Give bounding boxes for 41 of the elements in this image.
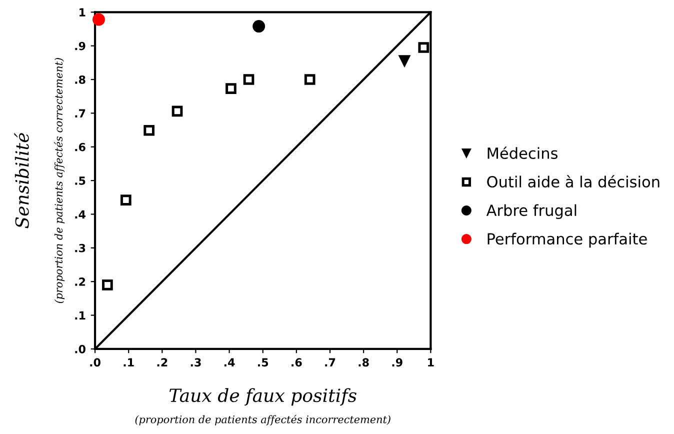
y-tick-label: .1 (75, 311, 86, 320)
y-tick-label: .0 (75, 344, 86, 354)
legend-label: Outil aide à la décision (487, 175, 660, 188)
legend-label: Médecins (488, 146, 558, 160)
text: (proportion de patients affectés incorrectement) (135, 414, 390, 426)
x-tick-label: .9 (392, 358, 402, 367)
x-tick-label: .7 (325, 358, 336, 366)
text: (proportion de patients affectés correctement) (54, 58, 65, 304)
point (226, 83, 236, 94)
y-tick-label: .4 (75, 210, 86, 218)
y-tick-label: .5 (75, 176, 86, 185)
x-tick-label: .4 (224, 358, 235, 366)
legend-label: Performance parfaite (488, 232, 647, 248)
x-axis-title: Taux de faux positifs (170, 388, 356, 406)
x-tick-label: .2 (157, 358, 168, 366)
y-tick-label: .3 (75, 244, 86, 252)
y-tick-label: .8 (75, 75, 86, 84)
point (144, 124, 154, 136)
point (120, 194, 132, 206)
x-tick-label: .3 (190, 358, 201, 367)
y-tick-label: .9 (75, 42, 86, 50)
point (304, 74, 316, 85)
point (243, 74, 254, 85)
y-tick-label: 1 (80, 8, 86, 16)
y-tick-label: .7 (75, 109, 86, 118)
point (172, 106, 183, 117)
x-tick-label: .6 (292, 358, 302, 367)
point (102, 280, 113, 290)
point (398, 55, 411, 68)
point (418, 42, 430, 53)
point (252, 20, 266, 33)
point (92, 13, 105, 26)
x-tick-label: .1 (124, 358, 134, 366)
x-tick-label: .0 (90, 358, 100, 367)
y-tick-label: .6 (75, 142, 86, 152)
y-tick-label: .2 (75, 278, 86, 286)
y-axis-title: Sensibilité (14, 132, 29, 228)
x-tick-label: .5 (258, 358, 268, 367)
legend-label: Arbre frugal (486, 204, 576, 220)
x-tick-label: .8 (358, 358, 369, 367)
x-tick-label: 1 (428, 358, 434, 366)
